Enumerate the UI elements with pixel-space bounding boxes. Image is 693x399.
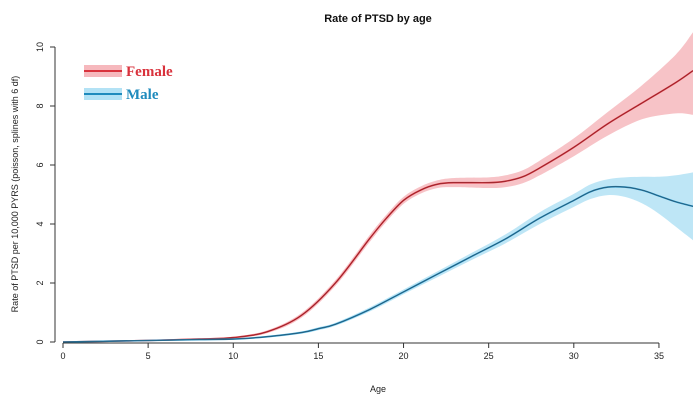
x-tick-label: 30 [569,351,579,361]
x-tick-label: 0 [60,351,65,361]
y-tick-label: 8 [35,103,45,108]
y-tick-label: 2 [35,280,45,285]
x-axis-label: Age [370,384,386,394]
legend-male-label: Male [126,87,159,103]
y-tick-label: 10 [35,42,45,52]
male-series-line [62,185,693,343]
x-axis-ticks: 0 5 10 15 20 25 30 35 [60,343,664,361]
x-tick-label: 5 [146,351,151,361]
x-tick-label: 25 [484,351,494,361]
legend: Female Male [84,64,173,103]
x-tick-label: 20 [399,351,409,361]
axes: 0 5 10 15 20 25 30 35 0 2 4 6 8 10 [35,42,664,361]
y-tick-label: 4 [35,221,45,226]
y-tick-label: 6 [35,162,45,167]
y-tick-label: 0 [35,339,45,344]
x-tick-label: 10 [228,351,238,361]
x-tick-label: 35 [654,351,664,361]
series-lines [62,69,693,343]
confidence-bands [63,32,693,343]
y-axis-label: Rate of PTSD per 10,000 PYRS (poisson, s… [10,76,20,313]
male-confidence-band [63,172,693,342]
x-tick-label: 15 [313,351,323,361]
female-series-centerline [62,70,693,343]
female-series-line [62,69,693,343]
chart-title: Rate of PTSD by age [324,13,432,25]
legend-female-label: Female [126,64,173,80]
y-axis-ticks: 0 2 4 6 8 10 [35,42,55,345]
plot-area [62,32,693,343]
male-series-centerline [62,186,693,343]
